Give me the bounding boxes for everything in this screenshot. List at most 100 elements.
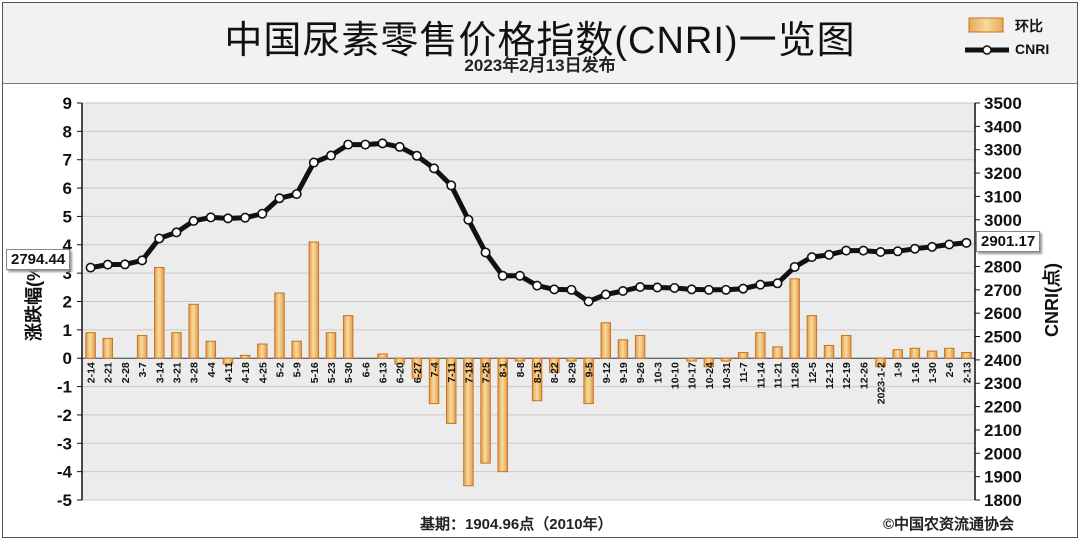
y-right-tick-label: 2800 <box>984 257 1022 276</box>
y-right-tick-label: 2500 <box>984 328 1022 347</box>
x-tick-label: 10-24 <box>704 362 716 389</box>
y-right-tick-label: 2200 <box>984 398 1022 417</box>
x-tick-label: 1-16 <box>910 362 922 383</box>
point-5-2 <box>274 193 285 204</box>
bar-5-2 <box>274 292 285 359</box>
x-tick-label: 6-20 <box>395 362 407 383</box>
x-tick-label: 8-15 <box>532 362 544 383</box>
bar-3-28 <box>188 303 199 359</box>
y-left-axis-title: 涨跌幅(%) <box>23 259 44 341</box>
point-7-18 <box>463 214 474 225</box>
y-left-tick-label: -2 <box>57 406 72 425</box>
point-11-28 <box>789 261 800 272</box>
point-12-26 <box>858 245 869 256</box>
bar-1-9 <box>892 349 903 359</box>
x-tick-label: 10-3 <box>652 362 664 383</box>
point-2-21 <box>102 259 113 270</box>
bar-2023-1-2 <box>875 357 886 368</box>
point-11-21 <box>772 278 783 289</box>
y-left-tick-label: 3 <box>63 264 72 283</box>
point-1-16 <box>909 243 920 254</box>
bar-3-21 <box>171 332 182 359</box>
point-4-25 <box>257 208 268 219</box>
y-left-tick-label: 8 <box>63 122 72 141</box>
bar-10-24 <box>703 357 715 368</box>
bar-5-9 <box>291 340 302 359</box>
x-tick-label: 5-30 <box>343 362 355 383</box>
x-tick-label: 11-28 <box>790 362 802 388</box>
bar-4-25 <box>257 343 268 359</box>
point-2023-1-2 <box>875 246 886 257</box>
point-8-22 <box>549 284 560 295</box>
bar-8-1 <box>497 357 508 473</box>
chart-legend: 环比 CNRI <box>963 13 1073 63</box>
x-tick-label: 11-21 <box>773 362 785 388</box>
bar-6-13 <box>377 353 388 359</box>
point-1-30 <box>927 241 938 252</box>
point-3-7 <box>137 255 148 266</box>
legend-line-label: CNRI <box>1015 41 1050 57</box>
x-tick-label: 11-14 <box>755 362 767 388</box>
bar-12-19 <box>840 335 852 359</box>
bar-6-20 <box>394 357 405 365</box>
x-tick-label: 4-4 <box>206 362 218 377</box>
bar-1-30 <box>926 350 938 359</box>
x-tick-label: 6-27 <box>412 362 424 383</box>
bar-12-5 <box>806 315 818 359</box>
point-4-18 <box>240 212 251 223</box>
bar-9-12 <box>600 322 612 359</box>
point-11-7 <box>738 283 749 294</box>
point-6-20 <box>394 141 405 152</box>
y-right-tick-label: 2000 <box>984 444 1022 463</box>
x-tick-label: 3-7 <box>137 362 149 377</box>
x-tick-label: 2-13 <box>961 362 973 383</box>
y-left-tick-label: 6 <box>63 179 72 198</box>
bar-2-6 <box>944 347 955 359</box>
x-tick-label: 6-6 <box>360 362 372 377</box>
x-tick-label: 12-5 <box>807 362 819 383</box>
y-left-tick-label: -4 <box>57 463 73 482</box>
point-12-12 <box>824 249 835 260</box>
y-left-tick-label: -1 <box>57 378 72 397</box>
x-tick-label: 3-28 <box>189 362 201 383</box>
bar-4-18 <box>239 354 251 359</box>
point-3-14 <box>154 233 165 244</box>
bar-9-26 <box>634 335 646 359</box>
x-tick-label: 8-8 <box>515 362 527 377</box>
point-8-29 <box>566 284 577 295</box>
point-5-9 <box>291 189 302 200</box>
y-left-tick-label: 2 <box>63 293 72 312</box>
x-tick-label: 10-10 <box>669 362 681 389</box>
x-tick-label: 12-12 <box>824 362 836 389</box>
legend-line-swatch <box>965 45 1009 55</box>
point-10-24 <box>703 284 714 295</box>
x-tick-label: 12-19 <box>841 362 853 389</box>
y-left-tick-label: 4 <box>63 236 73 255</box>
x-tick-label: 4-11 <box>223 362 235 383</box>
y-right-tick-label: 3100 <box>984 187 1022 206</box>
point-10-17 <box>686 284 697 295</box>
point-5-30 <box>343 139 354 150</box>
point-6-13 <box>377 138 388 149</box>
bar-9-5 <box>583 357 594 405</box>
bar-3-7 <box>136 335 148 359</box>
y-left-tick-label: 0 <box>63 349 72 368</box>
legend-bar-label: 环比 <box>1015 18 1043 34</box>
point-1-9 <box>892 246 903 257</box>
callout-last-value: 2901.17 <box>976 231 1041 252</box>
y-right-tick-label: 2700 <box>984 281 1022 300</box>
point-6-27 <box>411 150 422 161</box>
chart-subtitle: 2023年2月13日发布 <box>464 56 616 75</box>
y-right-tick-label: 2100 <box>984 421 1022 440</box>
x-tick-label: 7-25 <box>481 362 493 383</box>
y-right-tick-label: 1900 <box>984 468 1022 487</box>
x-tick-label: 8-22 <box>549 362 561 383</box>
bar-11-21 <box>772 346 783 359</box>
y-right-tick-label: 1800 <box>984 491 1022 510</box>
y-right-tick-label: 3000 <box>984 211 1022 230</box>
bar-12-12 <box>823 344 835 359</box>
y-right-axis-title: CNRI(点) <box>1041 263 1062 337</box>
x-tick-label: 9-19 <box>618 362 630 383</box>
x-tick-label: 11-7 <box>738 362 750 383</box>
